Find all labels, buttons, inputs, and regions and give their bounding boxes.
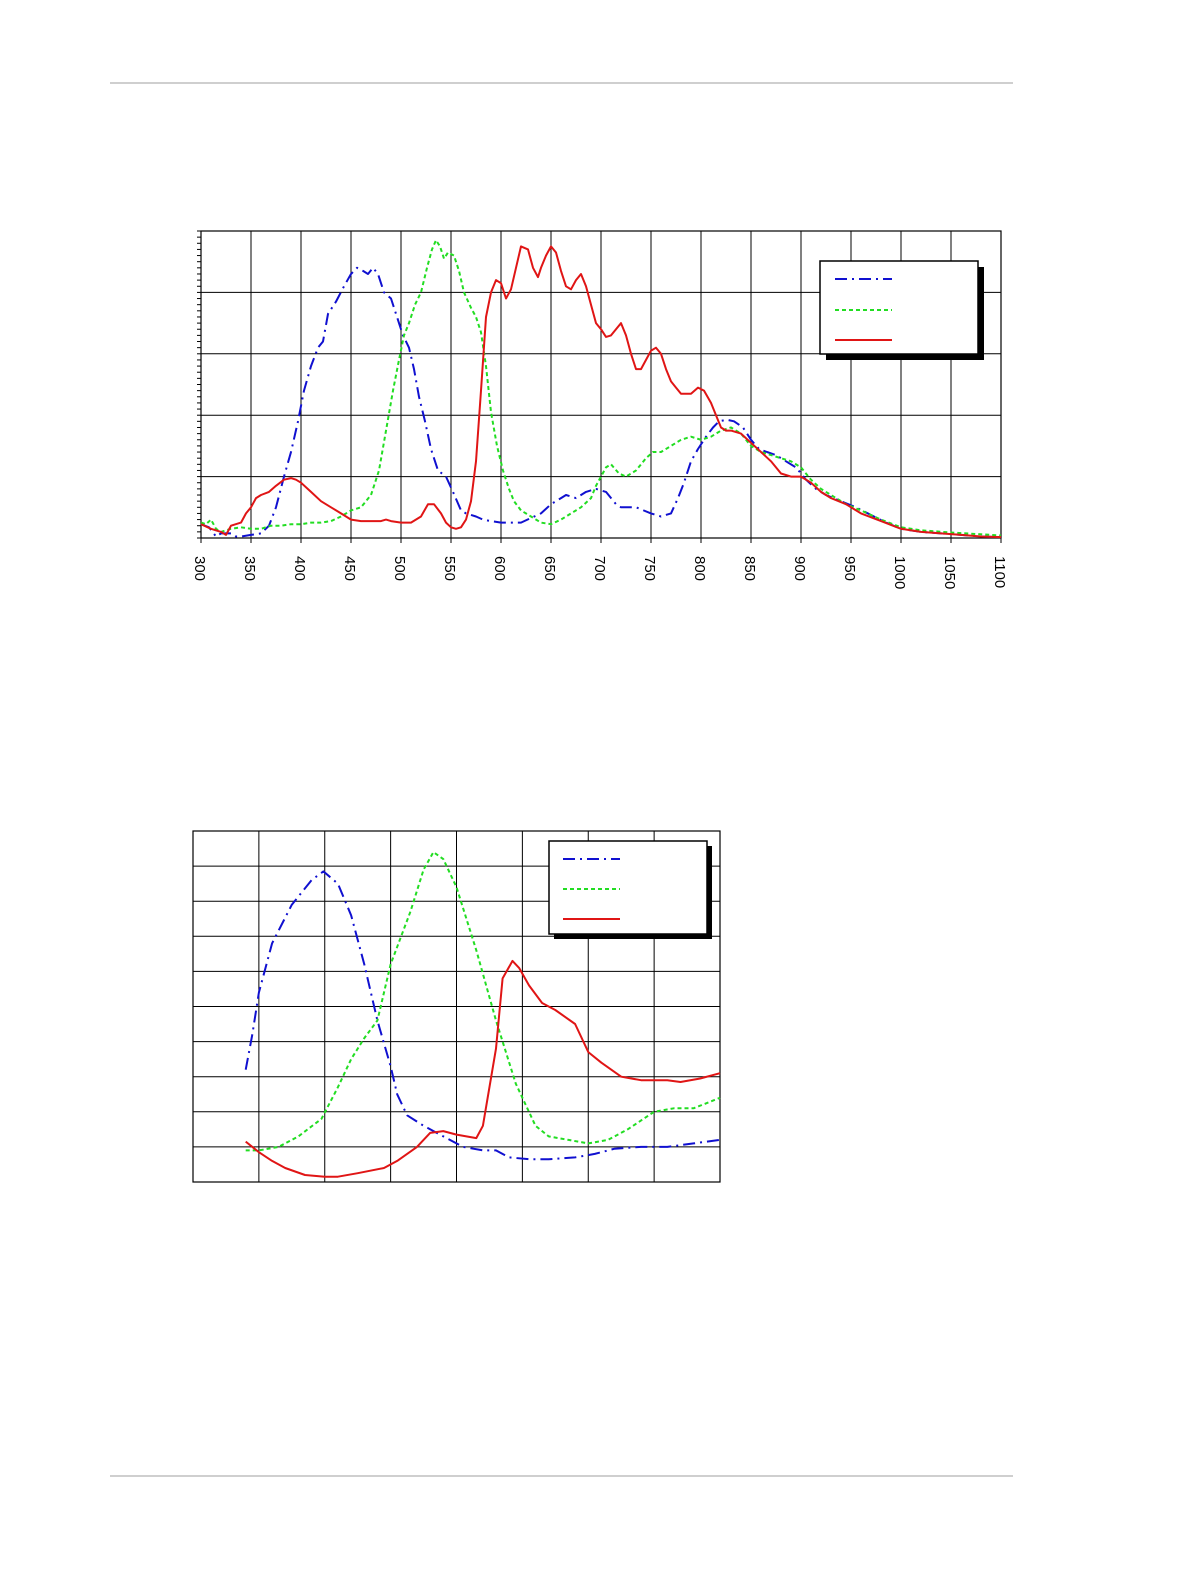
x-tick-label: 350 [241,556,258,581]
legend-box [819,260,979,355]
series-line-1 [244,870,721,1161]
x-tick-label: 550 [441,556,458,581]
x-tick-label: 750 [641,556,658,581]
x-tick-label: 800 [691,556,708,581]
x-tick-label: 1050 [941,556,958,589]
x-tick-label: 700 [591,556,608,581]
x-tick-label: 900 [791,556,808,581]
series-line-1 [200,266,1002,539]
x-tick-label: 1000 [891,556,908,589]
x-tick-label: 950 [841,556,858,581]
x-tick-label: 450 [341,556,358,581]
x-tick-label: 500 [391,556,408,581]
series-line-2 [245,851,721,1152]
series-line-3 [200,245,1002,539]
footer-rule [110,1475,1013,1477]
series-line-3 [245,959,721,1178]
x-tick-label: 1100 [991,556,1008,588]
header-rule [110,82,1013,84]
x-tick-label: 650 [541,556,558,581]
x-tick-label: 400 [291,556,308,581]
legend-box [548,840,708,935]
series-line-2 [200,239,1002,537]
x-tick-label: 300 [191,556,208,581]
plot-frame [192,830,721,1183]
x-tick-label: 600 [491,556,508,581]
x-tick-label: 850 [741,556,758,581]
